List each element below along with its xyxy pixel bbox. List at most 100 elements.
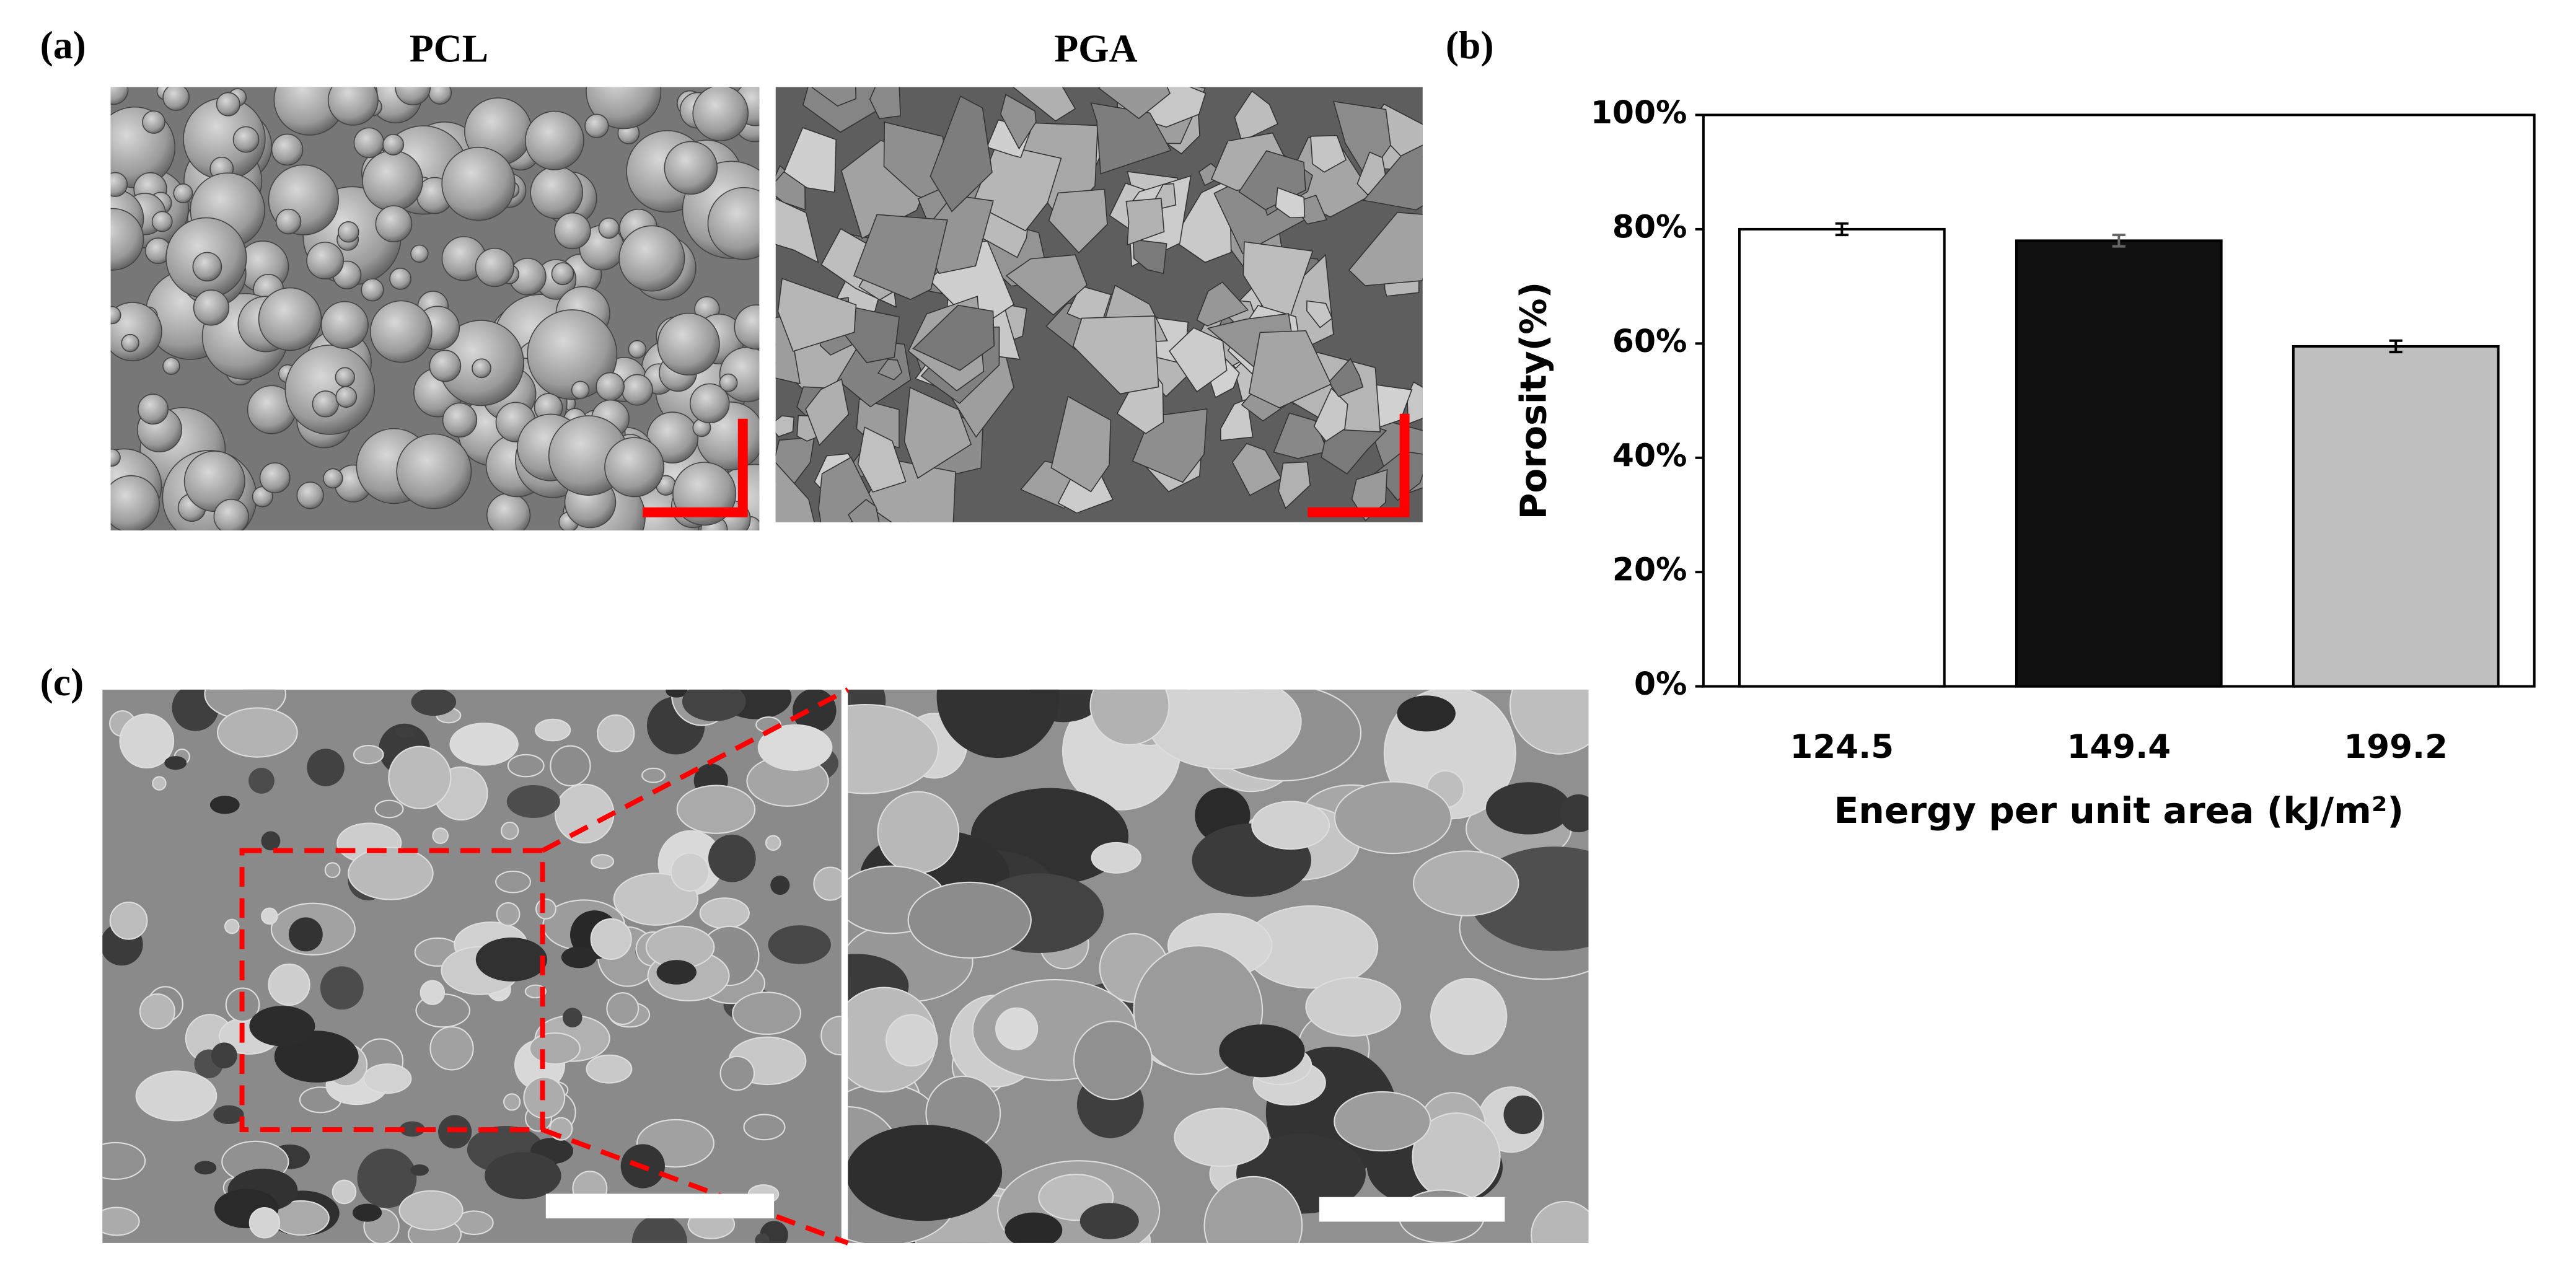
blob bbox=[503, 1093, 521, 1111]
particle bbox=[1328, 358, 1364, 397]
blob bbox=[485, 1152, 561, 1200]
particle bbox=[621, 374, 653, 406]
particle bbox=[690, 383, 730, 424]
particle bbox=[259, 462, 291, 494]
particle bbox=[1306, 300, 1333, 328]
particle bbox=[1090, 102, 1172, 175]
blob bbox=[606, 992, 640, 1026]
x-tick-label: 124.5 bbox=[1790, 728, 1894, 766]
particle bbox=[395, 87, 431, 106]
blob bbox=[848, 1124, 1003, 1221]
scale-bar bbox=[545, 1193, 775, 1219]
particle bbox=[1248, 330, 1332, 408]
blob bbox=[152, 776, 167, 791]
particle bbox=[811, 87, 857, 107]
scale-bar bbox=[1308, 413, 1410, 517]
scale-bar bbox=[643, 418, 748, 517]
particle bbox=[1050, 395, 1112, 493]
blob bbox=[699, 897, 750, 930]
y-tick-label: 0% bbox=[1634, 666, 1687, 702]
particle bbox=[271, 133, 304, 166]
blob bbox=[432, 827, 449, 845]
blob bbox=[388, 745, 452, 809]
panel-label: (a) bbox=[40, 23, 86, 67]
blob bbox=[268, 963, 310, 1006]
blob bbox=[1397, 695, 1456, 732]
blob bbox=[420, 980, 446, 1005]
blob bbox=[1079, 1203, 1139, 1239]
blob bbox=[529, 1032, 581, 1065]
y-tick-label: 100% bbox=[1591, 94, 1687, 131]
particle bbox=[338, 221, 359, 243]
blob bbox=[907, 881, 1032, 959]
particle bbox=[110, 475, 160, 530]
blob bbox=[708, 834, 756, 882]
particle bbox=[213, 499, 249, 530]
bar bbox=[1738, 227, 1946, 688]
blob bbox=[353, 744, 384, 765]
particle bbox=[162, 87, 190, 112]
blob bbox=[1412, 850, 1519, 917]
blob bbox=[550, 745, 591, 786]
particle bbox=[353, 127, 385, 159]
blob bbox=[670, 852, 710, 892]
panel-label: (b) bbox=[1446, 23, 1494, 67]
particle bbox=[173, 183, 193, 203]
blob bbox=[656, 960, 697, 985]
blob bbox=[1485, 782, 1571, 835]
blob bbox=[1531, 1200, 1589, 1243]
blob bbox=[352, 1203, 382, 1222]
blob bbox=[561, 946, 597, 969]
particle bbox=[284, 345, 376, 435]
blob bbox=[597, 714, 635, 753]
blob bbox=[591, 854, 615, 869]
particle bbox=[869, 87, 901, 120]
particle bbox=[848, 498, 880, 522]
error-bar bbox=[1835, 222, 1848, 237]
particle bbox=[110, 87, 129, 105]
blob bbox=[209, 796, 240, 814]
blob bbox=[1073, 1021, 1153, 1101]
particle bbox=[1005, 254, 1088, 316]
particle bbox=[1125, 198, 1165, 246]
blob bbox=[1503, 1095, 1542, 1135]
particle bbox=[142, 110, 165, 134]
blob bbox=[1174, 1107, 1270, 1167]
particle bbox=[628, 340, 647, 359]
x-tick-label: 149.4 bbox=[2067, 728, 2171, 766]
blob bbox=[1430, 978, 1508, 1055]
blob bbox=[374, 799, 404, 819]
blob bbox=[1146, 689, 1302, 770]
particle bbox=[783, 127, 837, 193]
y-tick-label: 40% bbox=[1612, 437, 1687, 473]
blob bbox=[357, 1148, 417, 1208]
particle bbox=[110, 306, 121, 325]
blob bbox=[535, 898, 556, 920]
particle bbox=[410, 244, 429, 263]
blob bbox=[535, 718, 571, 742]
blob bbox=[248, 1207, 281, 1239]
particle bbox=[323, 468, 343, 489]
particle bbox=[877, 359, 903, 380]
particle bbox=[527, 309, 618, 400]
blob bbox=[410, 1164, 429, 1176]
blob bbox=[249, 1006, 315, 1047]
particle bbox=[598, 217, 620, 239]
particle bbox=[912, 304, 995, 371]
particle bbox=[1072, 315, 1159, 395]
blob bbox=[562, 1008, 582, 1027]
particle bbox=[734, 304, 760, 350]
blob bbox=[213, 1105, 244, 1124]
particle bbox=[596, 372, 625, 402]
particle bbox=[551, 262, 574, 286]
particle bbox=[1012, 87, 1076, 122]
blob bbox=[936, 689, 1060, 758]
particle bbox=[429, 349, 462, 382]
blob bbox=[666, 689, 688, 698]
particle bbox=[110, 208, 144, 271]
particle bbox=[584, 113, 609, 138]
y-tick-label: 20% bbox=[1612, 552, 1687, 588]
blob bbox=[429, 1026, 474, 1071]
particle bbox=[530, 165, 584, 219]
